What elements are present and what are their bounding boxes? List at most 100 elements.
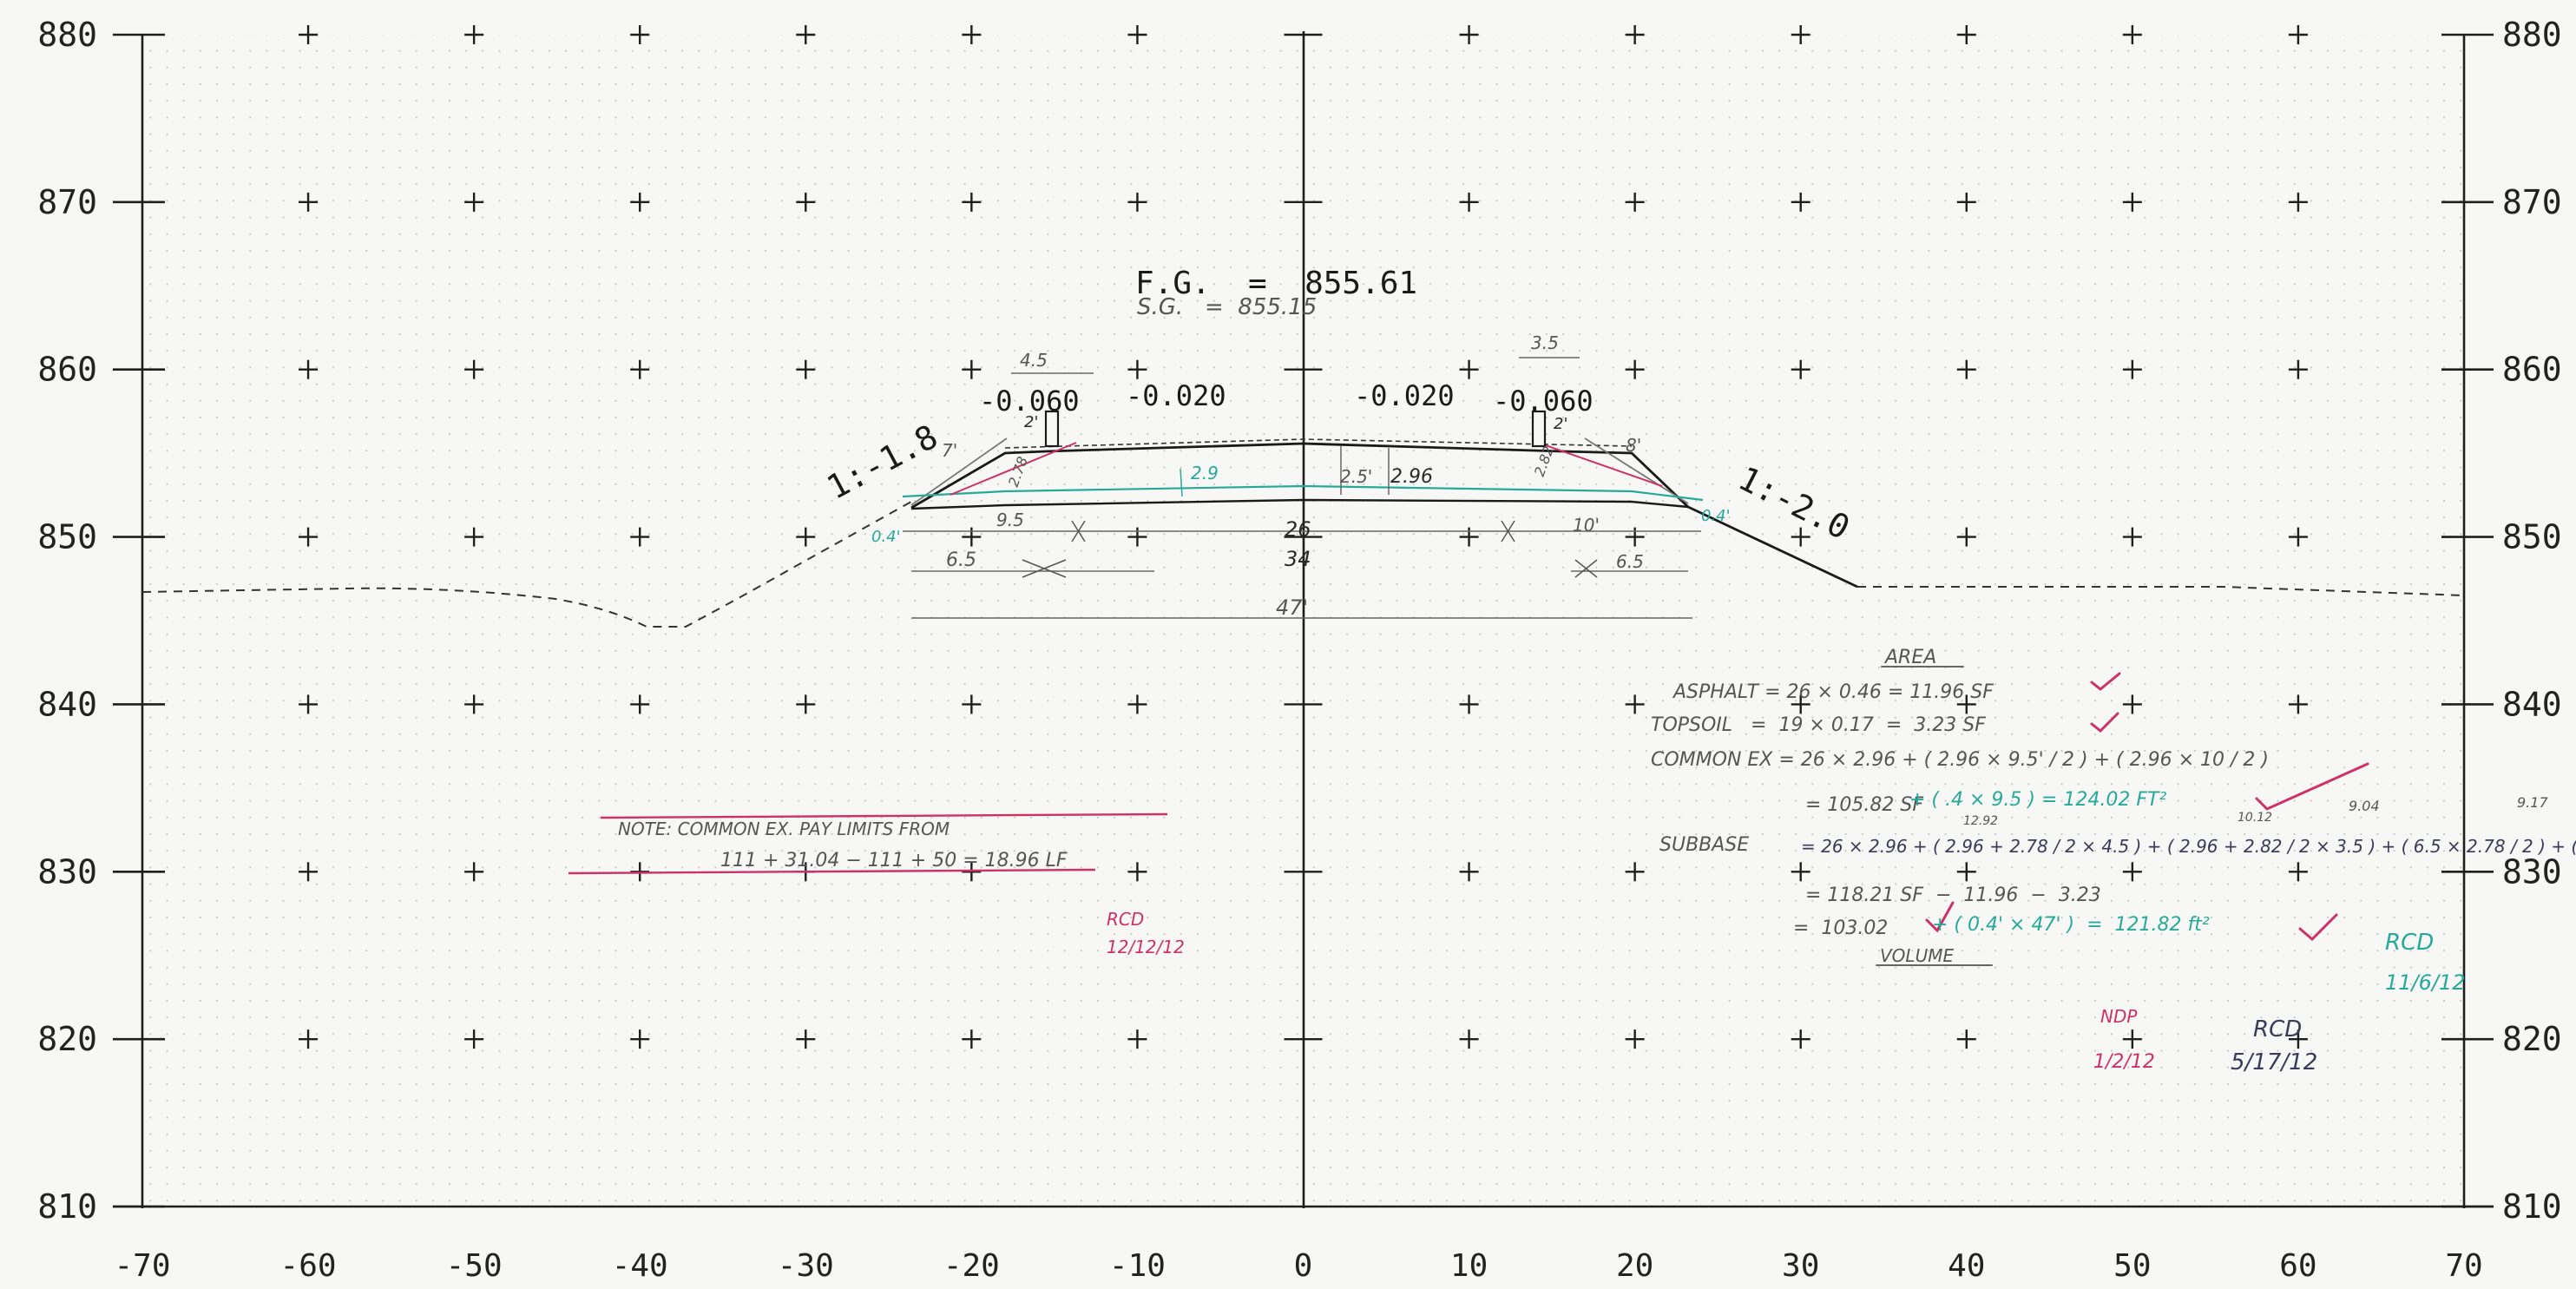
grid-cross <box>796 359 816 379</box>
grid-cross <box>1956 192 1976 212</box>
area-common-ex-sub2: 10.12 <box>2238 811 2272 825</box>
y-tick-label: 850 <box>37 518 97 556</box>
grid-cross <box>630 359 650 379</box>
grid-cross <box>630 1029 650 1049</box>
handwritten-annotations: S.G. = 855.15 4.5 3.5 2' 2' 7' 8' 2.78 2… <box>618 294 2576 1075</box>
area-subbase-label: SUBBASE <box>1659 834 1749 856</box>
grid-cross <box>1625 25 1645 44</box>
y-tick-label: 820 <box>2502 1020 2562 1058</box>
grid-frame <box>113 31 2494 1208</box>
grid-cross <box>1956 25 1976 44</box>
area-common-ex-result: = 105.82 SF <box>1805 794 1923 816</box>
note-strikethrough <box>568 812 1168 875</box>
area-subbase-sub2: 9.17 <box>2517 794 2548 811</box>
grid-crosses <box>299 25 2308 1049</box>
area-topsoil: TOPSOIL = 19 × 0.17 = 3.23 SF <box>1651 714 1986 736</box>
y-tick-label: 810 <box>37 1187 97 1226</box>
dim-right-bench: 10' <box>1573 515 1600 536</box>
x-tick-label: -60 <box>280 1248 337 1284</box>
grid-cross <box>1625 192 1645 212</box>
grid-cross <box>464 862 484 882</box>
grid-cross <box>1791 192 1810 212</box>
y-tick-label: 870 <box>37 183 97 221</box>
subbase-line <box>902 484 1704 502</box>
dim-base-width: 34 <box>1285 547 1311 571</box>
grid-cross <box>962 527 982 547</box>
grid-cross <box>464 1029 484 1049</box>
y-tick-label: 880 <box>2502 16 2562 54</box>
grid-cross <box>1625 1029 1645 1049</box>
grid-cross <box>1459 1029 1479 1049</box>
grid-cross <box>962 862 982 882</box>
grid-cross <box>1791 1029 1810 1049</box>
grid-cross <box>2122 25 2142 44</box>
right-lane-slope-label: -0.020 <box>1354 379 1455 412</box>
grid-cross <box>1459 192 1479 212</box>
curb-right <box>1531 410 1547 448</box>
grid-cross <box>630 694 650 714</box>
area-subbase-sub1: 9.04 <box>2349 798 2380 814</box>
grid-cross <box>1791 694 1810 714</box>
area-heading: AREA <box>1883 647 1936 668</box>
grid-cross <box>1127 192 1147 212</box>
grid-cross <box>464 25 484 44</box>
dim-left-toe: 6.5 <box>946 549 976 571</box>
x-tick-label: -40 <box>612 1248 668 1284</box>
y-axis-labels-right: 880 870 860 850 840 830 820 810 <box>2502 16 2562 1226</box>
grid-cross <box>1459 527 1479 547</box>
grid-cross <box>2288 527 2308 547</box>
dim-center-depth-a: 2.5' <box>1340 466 1372 487</box>
dim-right-shoulder: 3.5 <box>1531 332 1559 353</box>
grid-cross <box>2122 527 2142 547</box>
grid-cross <box>962 1029 982 1049</box>
y-tick-label: 830 <box>2502 852 2562 891</box>
note-line-1: NOTE: COMMON EX. PAY LIMITS FROM <box>618 819 950 839</box>
x-tick-label: 50 <box>2113 1248 2151 1284</box>
grid-cross <box>299 1029 319 1049</box>
x-tick-label: -50 <box>446 1248 503 1284</box>
grid-cross <box>2122 694 2142 714</box>
left-shoulder-slope-label: -0.060 <box>979 385 1080 418</box>
dim-left-shoulder: 4.5 <box>1020 350 1048 371</box>
grid-cross <box>796 1029 816 1049</box>
area-common-ex-sub1: 12.92 <box>1963 814 1998 828</box>
initials-ndp-date: 1/2/12 <box>2093 1051 2155 1073</box>
grid-cross <box>1625 527 1645 547</box>
grid-cross <box>1127 527 1147 547</box>
grid-cross <box>464 694 484 714</box>
grid-cross <box>2288 192 2308 212</box>
dim-left-edge: 0.4' <box>871 528 901 546</box>
existing-ground-line <box>141 501 2465 628</box>
left-lane-slope-label: -0.020 <box>1126 379 1226 412</box>
grid-cross <box>962 192 982 212</box>
x-tick-label: 30 <box>1782 1248 1819 1284</box>
grid-cross <box>1956 862 1976 882</box>
area-subbase-formula: = 26 × 2.96 + ( 2.96 + 2.78 / 2 × 4.5 ) … <box>1801 836 2576 857</box>
grid-cross <box>1459 359 1479 379</box>
area-subbase-final: = 103.02 <box>1793 917 1888 939</box>
grid-cross <box>1127 25 1147 44</box>
dim-right-slope-length: 8' <box>1626 435 1641 456</box>
dimension-lines <box>903 357 1701 619</box>
grid-cross <box>2288 25 2308 44</box>
grid-cross <box>962 25 982 44</box>
grid-cross <box>299 527 319 547</box>
area-subbase-result: = 118.21 SF − 11.96 − 3.23 <box>1805 885 2101 906</box>
grid-cross <box>1956 527 1976 547</box>
grid-cross <box>1625 862 1645 882</box>
pink-slope-right <box>1537 442 1663 487</box>
grid-cross <box>962 694 982 714</box>
grid-cross <box>796 527 816 547</box>
grid-cross <box>796 192 816 212</box>
grid-cross <box>464 359 484 379</box>
x-tick-label: -30 <box>778 1248 834 1284</box>
x-tick-label: -70 <box>114 1248 170 1284</box>
initials-rcd-navy-date: 5/17/12 <box>2231 1049 2317 1075</box>
area-subbase-extra: + ( 0.4' × 47' ) = 121.82 ft² <box>1932 914 2210 936</box>
initials-rcd-teal: RCD <box>2385 930 2434 956</box>
dim-pavement-width: 26 <box>1285 517 1311 542</box>
area-common-ex: COMMON EX = 26 × 2.96 + ( 2.96 × 9.5' / … <box>1651 749 2269 771</box>
y-tick-label: 870 <box>2502 183 2562 221</box>
initials-rcd-teal-date: 11/6/12 <box>2385 970 2466 995</box>
topsoil-slope-left <box>910 437 1008 506</box>
